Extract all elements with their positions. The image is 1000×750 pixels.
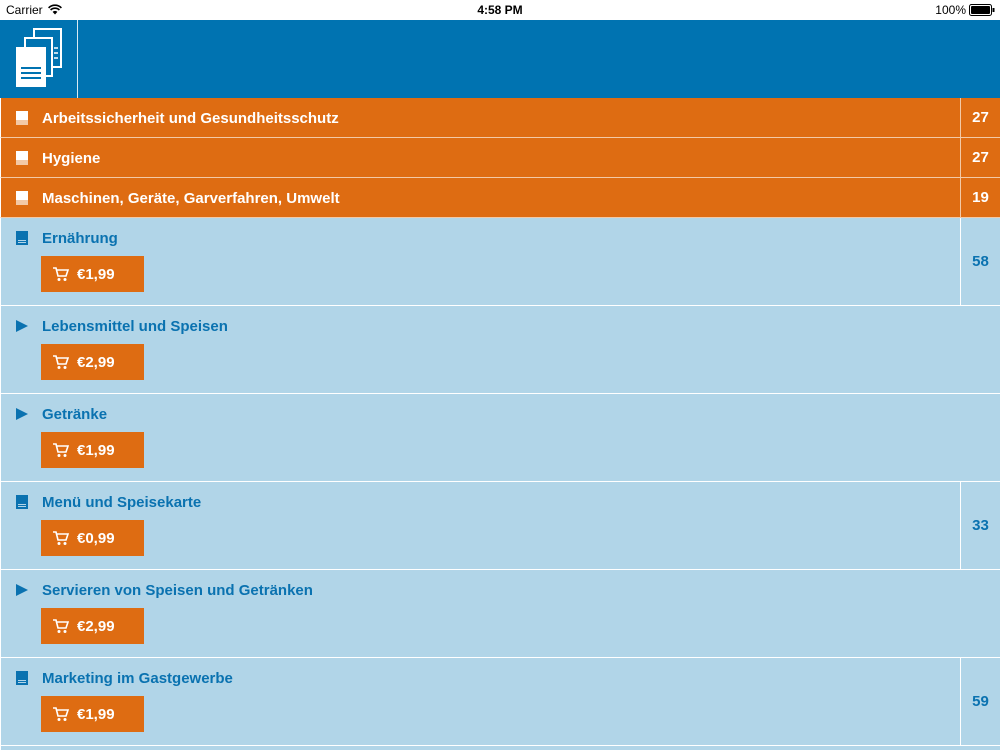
cart-icon: [53, 707, 70, 721]
battery-icon: [969, 4, 995, 16]
list-item[interactable]: Menü und Speisekarte €0,99 33: [0, 482, 1000, 570]
play-icon: [16, 320, 28, 332]
document-icon: [16, 671, 28, 685]
price-label: €1,99: [77, 266, 115, 283]
document-icon: [16, 111, 28, 125]
question-count: 58: [960, 218, 1000, 306]
question-count: 27: [960, 98, 1000, 138]
list-item[interactable]: Marketing im Gastgewerbe €1,99 59: [0, 658, 1000, 746]
cart-icon: [53, 355, 70, 369]
list-item[interactable]: Maschinen, Geräte, Garverfahren, Umwelt …: [0, 178, 1000, 218]
list-item[interactable]: Lebensmittel und Speisen €2,99: [0, 306, 1000, 394]
status-time: 4:58 PM: [477, 3, 523, 17]
status-bar: Carrier 4:58 PM 100%: [0, 0, 1000, 20]
list-item[interactable]: [0, 746, 1000, 750]
header-divider: [77, 20, 78, 98]
price-label: €2,99: [77, 354, 115, 371]
buy-button[interactable]: €2,99: [41, 344, 144, 380]
wifi-icon: [48, 4, 62, 15]
list-item[interactable]: Arbeitssicherheit und Gesundheitsschutz …: [0, 98, 1000, 138]
battery-percent: 100%: [935, 3, 966, 17]
play-icon: [16, 408, 28, 420]
carrier-label: Carrier: [6, 3, 43, 17]
document-icon: [16, 495, 28, 509]
cart-icon: [53, 443, 70, 457]
buy-button[interactable]: €1,99: [41, 256, 144, 292]
list-item-label: Marketing im Gastgewerbe: [42, 670, 233, 687]
document-icon: [16, 191, 28, 205]
price-label: €1,99: [77, 442, 115, 459]
list-item[interactable]: Servieren von Speisen und Getränken €2,9…: [0, 570, 1000, 658]
document-icon: [16, 231, 28, 245]
list-item[interactable]: Hygiene 27: [0, 138, 1000, 178]
cart-icon: [53, 619, 70, 633]
cart-icon: [53, 267, 70, 281]
price-label: €1,99: [77, 706, 115, 723]
play-icon: [16, 584, 28, 596]
list-item[interactable]: Getränke €1,99: [0, 394, 1000, 482]
document-icon: [16, 151, 28, 165]
buy-button[interactable]: €1,99: [41, 432, 144, 468]
price-label: €0,99: [77, 530, 115, 547]
app-header: [0, 20, 1000, 98]
list-item-label: Servieren von Speisen und Getränken: [42, 582, 313, 599]
price-label: €2,99: [77, 618, 115, 635]
cart-icon: [53, 531, 70, 545]
question-count: 19: [960, 178, 1000, 218]
question-count: 27: [960, 138, 1000, 178]
list-item-label: Arbeitssicherheit und Gesundheitsschutz: [42, 110, 339, 127]
question-count: 33: [960, 482, 1000, 570]
question-count: 59: [960, 658, 1000, 746]
documents-icon[interactable]: [14, 28, 64, 90]
list-item-label: Getränke: [42, 406, 108, 423]
list-item-label: Hygiene: [42, 150, 101, 167]
list-item-label: Ernährung: [42, 230, 118, 247]
list-item-label: Menü und Speisekarte: [42, 494, 202, 511]
buy-button[interactable]: €2,99: [41, 608, 144, 644]
list-item[interactable]: Ernährung €1,99 58: [0, 218, 1000, 306]
buy-button[interactable]: €1,99: [41, 696, 144, 732]
buy-button[interactable]: €0,99: [41, 520, 144, 556]
list-item-label: Lebensmittel und Speisen: [42, 318, 228, 335]
topic-list: Arbeitssicherheit und Gesundheitsschutz …: [0, 98, 1000, 750]
list-item-label: Maschinen, Geräte, Garverfahren, Umwelt: [42, 190, 340, 207]
